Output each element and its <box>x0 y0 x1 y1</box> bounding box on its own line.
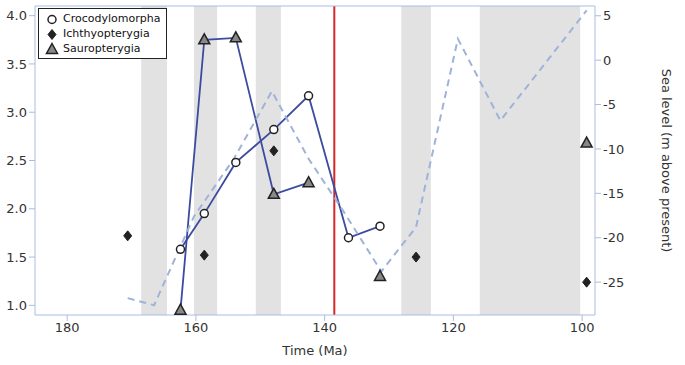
svg-text:0: 0 <box>603 53 611 68</box>
svg-text:100: 100 <box>570 320 595 335</box>
svg-text:Sea level (m above present): Sea level (m above present) <box>659 69 674 253</box>
svg-text:3.0: 3.0 <box>8 105 27 120</box>
svg-text:1.0: 1.0 <box>8 298 27 313</box>
svg-text:180: 180 <box>55 320 80 335</box>
html-text:Sauropterygia: Sauropterygia <box>63 42 141 55</box>
svg-text:-5: -5 <box>603 97 616 112</box>
svg-text:2.0: 2.0 <box>8 201 27 216</box>
svg-text:-20: -20 <box>603 230 624 245</box>
svg-text:140: 140 <box>312 320 337 335</box>
svg-text:2.5: 2.5 <box>8 153 27 168</box>
svg-text:Time (Ma): Time (Ma) <box>281 343 347 358</box>
html-text:Crocodylomorpha: Crocodylomorpha <box>63 12 161 25</box>
svg-text:160: 160 <box>184 320 209 335</box>
svg-text:-25: -25 <box>603 275 624 290</box>
svg-text:3.5: 3.5 <box>8 57 27 72</box>
svg-text:4.0: 4.0 <box>8 8 27 23</box>
svg-text:-15: -15 <box>603 186 624 201</box>
html-text:Ichthyopterygia: Ichthyopterygia <box>63 27 150 40</box>
svg-text:5: 5 <box>603 8 611 23</box>
svg-text:120: 120 <box>441 320 466 335</box>
svg-text:-10: -10 <box>603 142 624 157</box>
svg-text:1.5: 1.5 <box>8 250 27 265</box>
